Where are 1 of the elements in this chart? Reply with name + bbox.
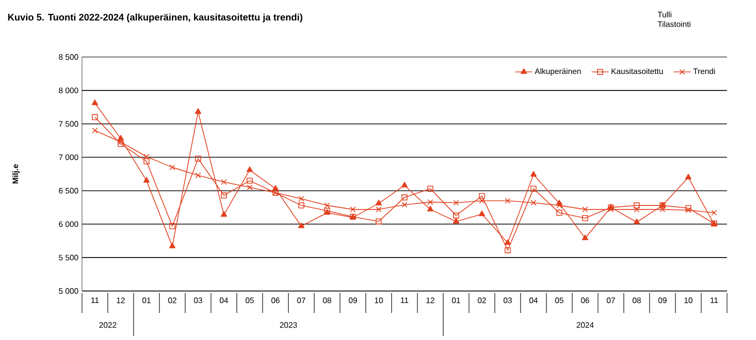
chart-title: Kuvio 5. Tuonti 2022-2024 (alkuperäinen, kausitasoitettu ja trendi) [8, 14, 302, 22]
